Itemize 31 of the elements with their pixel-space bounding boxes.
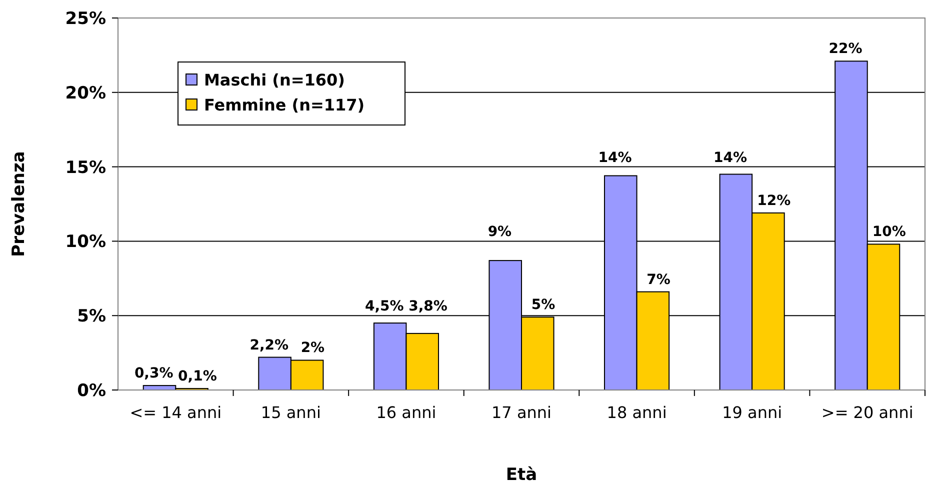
- x-tick-label: >= 20 anni: [821, 403, 914, 422]
- data-label: 14%: [598, 150, 632, 166]
- data-label: 7%: [646, 272, 670, 288]
- y-tick-label: 0%: [77, 380, 106, 401]
- y-tick-label: 5%: [77, 306, 106, 327]
- y-tick-label: 15%: [65, 158, 106, 178]
- data-label: 14%: [714, 150, 748, 166]
- x-tick-label: 15 anni: [260, 403, 321, 422]
- data-label: 12%: [757, 192, 791, 209]
- x-tick-label: <= 14 anni: [130, 403, 222, 422]
- data-label: 9%: [488, 224, 512, 240]
- legend-label: Femmine (n=117): [204, 96, 365, 115]
- data-label: 2,2%: [250, 337, 289, 354]
- x-tick-label: 16 anni: [376, 403, 436, 422]
- data-label: 0,3%: [134, 366, 174, 382]
- data-label: 3,8%: [408, 298, 448, 315]
- x-tick-label: 19 anni: [722, 403, 782, 422]
- y-tick-label: 20%: [65, 83, 106, 104]
- data-label: 10%: [872, 224, 906, 240]
- data-label: 4,5%: [365, 298, 404, 315]
- x-tick-label: 17 anni: [492, 403, 552, 422]
- data-label: 22%: [828, 41, 862, 58]
- x-axis-title: Età: [506, 465, 538, 485]
- data-label: 5%: [531, 297, 556, 314]
- data-label: 2%: [300, 340, 325, 356]
- x-tick-label: 18 anni: [606, 403, 667, 422]
- data-label: 0,1%: [178, 368, 217, 385]
- legend-label: Maschi (n=160): [204, 70, 345, 90]
- y-axis-title: Prevalenza: [9, 151, 29, 257]
- y-tick-label: 10%: [65, 232, 106, 252]
- y-tick-label: 25%: [65, 8, 106, 29]
